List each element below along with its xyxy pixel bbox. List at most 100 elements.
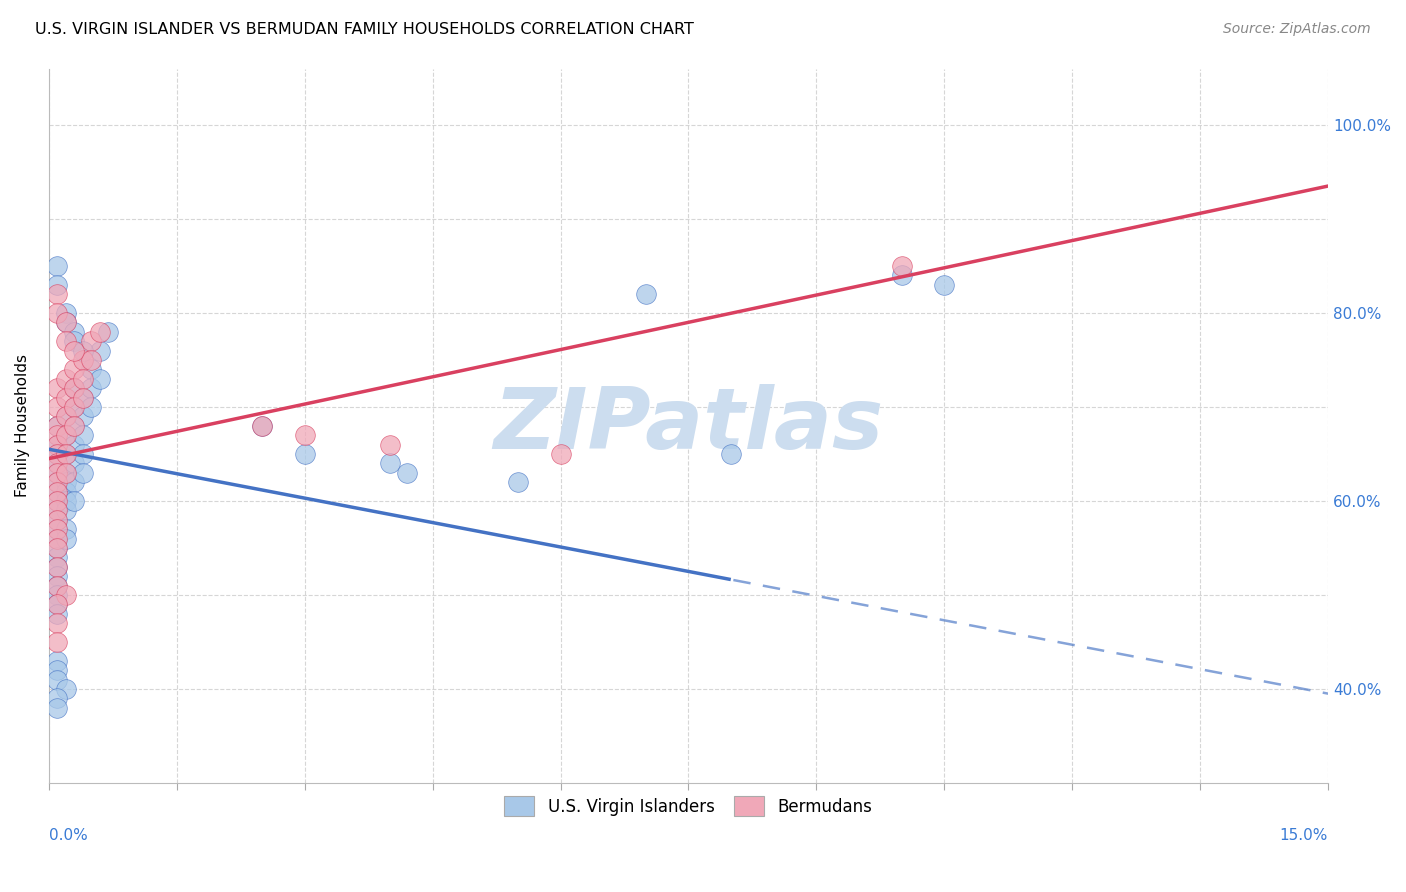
Point bbox=[46, 437, 69, 451]
Point bbox=[890, 259, 912, 273]
Point bbox=[890, 268, 912, 283]
Point bbox=[46, 616, 69, 631]
Point bbox=[63, 400, 86, 414]
Point bbox=[55, 315, 77, 329]
Point bbox=[72, 391, 94, 405]
Point bbox=[63, 437, 86, 451]
Point bbox=[46, 456, 69, 470]
Point bbox=[72, 447, 94, 461]
Point bbox=[72, 372, 94, 386]
Point bbox=[63, 418, 86, 433]
Point bbox=[46, 598, 69, 612]
Point bbox=[46, 447, 69, 461]
Point bbox=[55, 588, 77, 602]
Point bbox=[46, 598, 69, 612]
Point bbox=[97, 325, 120, 339]
Point bbox=[46, 522, 69, 536]
Point bbox=[46, 494, 69, 508]
Point bbox=[55, 466, 77, 480]
Point bbox=[89, 343, 111, 358]
Point bbox=[634, 287, 657, 301]
Point bbox=[63, 334, 86, 348]
Point bbox=[46, 559, 69, 574]
Point bbox=[72, 353, 94, 368]
Point bbox=[55, 306, 77, 320]
Point bbox=[55, 494, 77, 508]
Point bbox=[46, 277, 69, 292]
Point bbox=[46, 513, 69, 527]
Point bbox=[46, 381, 69, 395]
Point bbox=[55, 484, 77, 499]
Point bbox=[46, 513, 69, 527]
Point bbox=[63, 362, 86, 376]
Point bbox=[46, 484, 69, 499]
Point bbox=[55, 466, 77, 480]
Point bbox=[395, 466, 418, 480]
Point bbox=[294, 428, 316, 442]
Point bbox=[46, 494, 69, 508]
Point bbox=[46, 287, 69, 301]
Point bbox=[46, 691, 69, 706]
Point bbox=[63, 456, 86, 470]
Point bbox=[46, 259, 69, 273]
Point bbox=[63, 494, 86, 508]
Point bbox=[934, 277, 956, 292]
Point bbox=[46, 607, 69, 621]
Point bbox=[55, 428, 77, 442]
Point bbox=[46, 541, 69, 555]
Point bbox=[55, 391, 77, 405]
Point bbox=[46, 456, 69, 470]
Point bbox=[46, 306, 69, 320]
Point bbox=[46, 418, 69, 433]
Point bbox=[72, 466, 94, 480]
Point bbox=[46, 466, 69, 480]
Point bbox=[46, 418, 69, 433]
Point bbox=[720, 447, 742, 461]
Point bbox=[55, 532, 77, 546]
Point bbox=[55, 503, 77, 517]
Text: Source: ZipAtlas.com: Source: ZipAtlas.com bbox=[1223, 22, 1371, 37]
Legend: U.S. Virgin Islanders, Bermudans: U.S. Virgin Islanders, Bermudans bbox=[496, 788, 882, 824]
Point bbox=[63, 381, 86, 395]
Point bbox=[63, 475, 86, 490]
Point bbox=[55, 447, 77, 461]
Point bbox=[46, 400, 69, 414]
Point bbox=[46, 522, 69, 536]
Point bbox=[46, 532, 69, 546]
Point bbox=[55, 681, 77, 696]
Point bbox=[80, 334, 103, 348]
Text: 0.0%: 0.0% bbox=[49, 828, 87, 843]
Point bbox=[72, 391, 94, 405]
Point bbox=[378, 437, 401, 451]
Point bbox=[46, 503, 69, 517]
Point bbox=[46, 569, 69, 583]
Text: ZIPatlas: ZIPatlas bbox=[494, 384, 883, 467]
Point bbox=[46, 578, 69, 592]
Point bbox=[294, 447, 316, 461]
Point bbox=[72, 428, 94, 442]
Point bbox=[46, 663, 69, 677]
Point bbox=[46, 475, 69, 490]
Point bbox=[46, 437, 69, 451]
Point bbox=[63, 381, 86, 395]
Text: 15.0%: 15.0% bbox=[1279, 828, 1329, 843]
Point bbox=[46, 484, 69, 499]
Point bbox=[55, 522, 77, 536]
Text: U.S. VIRGIN ISLANDER VS BERMUDAN FAMILY HOUSEHOLDS CORRELATION CHART: U.S. VIRGIN ISLANDER VS BERMUDAN FAMILY … bbox=[35, 22, 695, 37]
Point bbox=[80, 353, 103, 368]
Point bbox=[506, 475, 529, 490]
Point bbox=[72, 343, 94, 358]
Point bbox=[55, 475, 77, 490]
Point bbox=[378, 456, 401, 470]
Point bbox=[89, 372, 111, 386]
Point bbox=[550, 447, 572, 461]
Point bbox=[63, 418, 86, 433]
Point bbox=[63, 325, 86, 339]
Point bbox=[55, 315, 77, 329]
Point bbox=[80, 381, 103, 395]
Point bbox=[89, 325, 111, 339]
Point bbox=[46, 541, 69, 555]
Point bbox=[46, 635, 69, 649]
Point bbox=[55, 372, 77, 386]
Point bbox=[80, 400, 103, 414]
